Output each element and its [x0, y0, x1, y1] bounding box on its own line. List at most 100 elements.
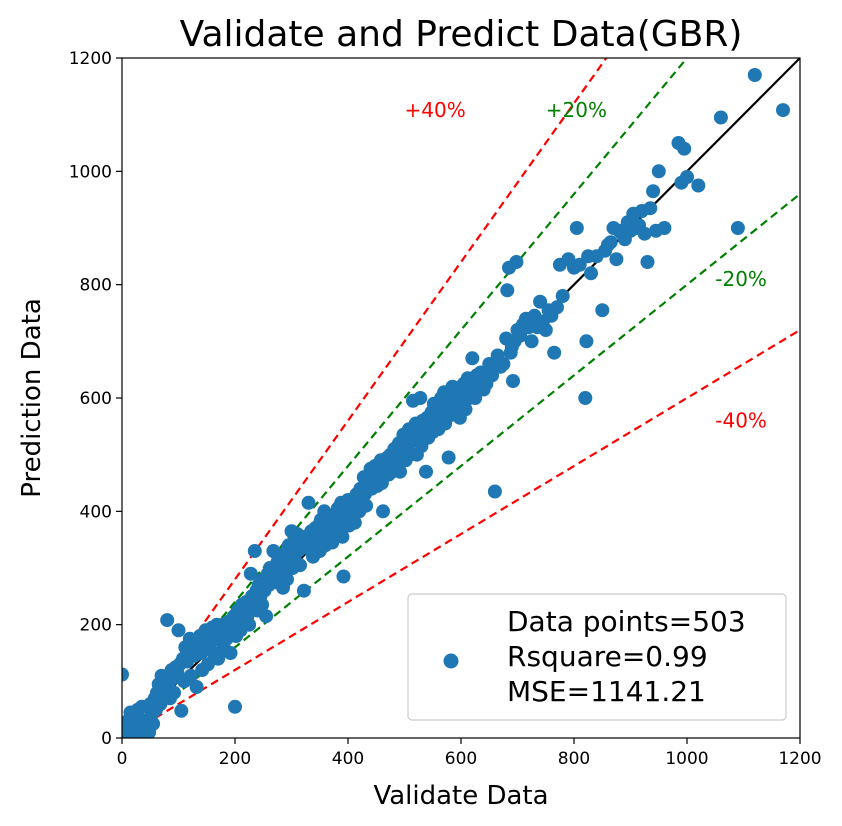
data-point — [242, 617, 257, 632]
data-point — [643, 201, 658, 216]
legend-line-points: Data points=503 — [507, 605, 746, 638]
y-tick-label: 400 — [80, 502, 112, 522]
data-point — [524, 334, 539, 349]
data-point — [496, 357, 511, 371]
data-points — [122, 68, 790, 738]
data-point — [393, 464, 407, 479]
x-tick-label: 200 — [219, 749, 251, 769]
data-point — [280, 572, 294, 587]
band-label-plus40pct: +40% — [405, 98, 466, 122]
data-point — [200, 657, 215, 672]
data-point — [584, 266, 598, 281]
data-point — [336, 569, 351, 584]
reference-line-minus20pct — [122, 193, 800, 738]
data-point — [569, 221, 584, 235]
data-point — [359, 498, 374, 513]
data-point — [646, 184, 661, 199]
y-tick-label: 1200 — [69, 49, 112, 69]
legend-marker — [443, 653, 459, 669]
data-point — [171, 623, 186, 638]
data-point — [325, 535, 340, 550]
data-point — [506, 374, 520, 388]
data-point — [419, 464, 433, 479]
y-axis-label: Prediction Data — [17, 298, 47, 498]
x-axis-label: Validate Data — [373, 781, 548, 811]
data-point — [335, 529, 350, 544]
data-point — [640, 255, 655, 269]
data-point — [651, 164, 666, 179]
data-point — [533, 294, 548, 309]
data-point — [691, 178, 706, 193]
data-point — [473, 365, 488, 380]
data-point — [538, 323, 553, 337]
data-point — [441, 450, 456, 465]
data-point — [677, 141, 692, 156]
x-tick-label: 800 — [558, 749, 590, 769]
y-tick-label: 1000 — [69, 162, 112, 182]
data-point — [468, 391, 483, 405]
data-point — [347, 515, 362, 530]
data-point — [603, 235, 618, 250]
x-tick-label: 600 — [445, 749, 477, 769]
data-point — [550, 300, 564, 315]
data-point — [211, 651, 226, 666]
band-labels: +40% +20% -20% -40% — [405, 98, 767, 433]
data-point — [174, 703, 189, 718]
data-point — [243, 566, 258, 581]
data-point — [572, 257, 587, 272]
data-point — [255, 597, 270, 612]
data-point — [513, 328, 528, 343]
data-point — [413, 391, 428, 405]
legend-box — [407, 593, 787, 721]
data-point — [167, 685, 181, 700]
x-tick-label: 400 — [332, 749, 364, 769]
data-point — [301, 495, 316, 510]
data-point — [509, 255, 524, 269]
data-point — [747, 68, 762, 82]
data-point — [776, 103, 790, 118]
legend-line-mse: MSE=1141.21 — [507, 675, 706, 708]
band-label-minus40pct: -40% — [715, 409, 767, 433]
data-point — [487, 484, 502, 499]
data-point — [228, 699, 242, 714]
data-point — [579, 334, 594, 349]
x-tick-label: 1200 — [778, 749, 821, 769]
reference-line-plus20pct — [122, 58, 689, 738]
x-tick-label: 1000 — [665, 749, 708, 769]
data-point — [713, 110, 728, 125]
data-point — [259, 609, 274, 624]
chart-title: Validate and Predict Data(GBR) — [180, 14, 743, 55]
y-tick-label: 800 — [80, 276, 112, 296]
data-point — [146, 716, 161, 731]
data-point — [247, 544, 262, 558]
data-point — [609, 252, 624, 267]
data-point — [293, 558, 307, 573]
data-point — [482, 357, 497, 371]
data-point — [465, 351, 480, 366]
band-label-minus20pct: -20% — [715, 267, 767, 291]
data-point — [189, 680, 204, 694]
data-point — [458, 402, 473, 417]
data-point — [485, 368, 500, 383]
data-point — [183, 668, 198, 683]
data-point — [223, 646, 238, 660]
data-point — [578, 391, 593, 405]
data-point — [680, 170, 694, 184]
data-point — [555, 289, 570, 303]
y-tick-label: 600 — [80, 389, 112, 409]
data-point — [296, 583, 311, 598]
data-point — [730, 221, 745, 235]
y-tick-label: 200 — [80, 616, 112, 636]
data-point — [637, 226, 652, 241]
legend-line-rsquare: Rsquare=0.99 — [507, 640, 708, 673]
axis-ticks: 0 200 400 600 800 1000 1200 0 200 400 600 800 1000 12… — [69, 49, 822, 769]
data-point — [657, 221, 672, 235]
data-point — [376, 504, 390, 519]
data-point — [547, 345, 562, 360]
band-label-plus20pct: +20% — [546, 98, 607, 122]
reference-line-minus40pct — [122, 329, 800, 738]
data-point — [160, 613, 175, 628]
x-tick-label: 0 — [117, 749, 128, 769]
legend: Data points=503 Rsquare=0.99 MSE=1141.21 — [407, 593, 787, 721]
